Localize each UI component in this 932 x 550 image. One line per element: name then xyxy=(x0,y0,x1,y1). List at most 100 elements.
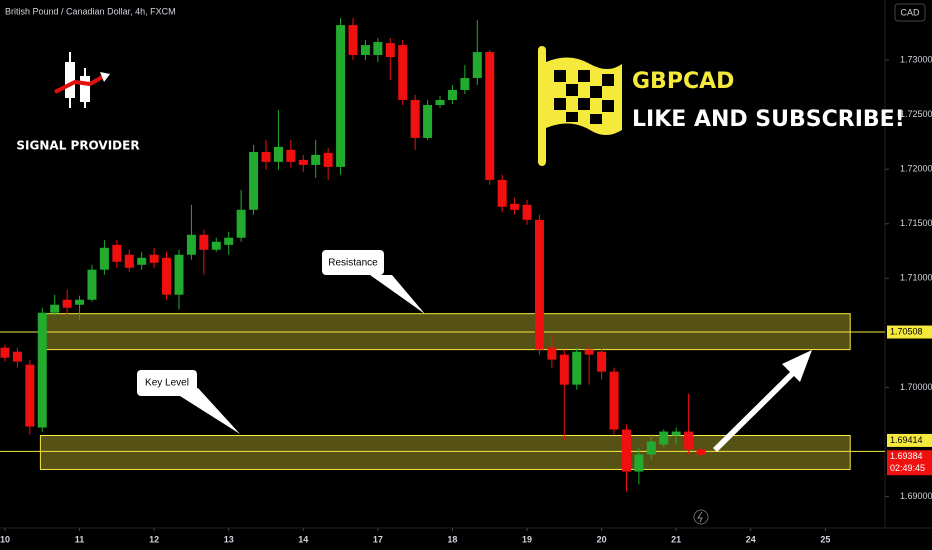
candle-body xyxy=(398,45,408,100)
callout-resistance xyxy=(322,250,425,314)
candle-body xyxy=(236,209,246,238)
candle-body xyxy=(249,151,259,210)
candle-body xyxy=(311,154,321,165)
subheadline: LIKE AND SUBSCRIBE! xyxy=(632,107,905,132)
y-tick-label: 1.73000 xyxy=(900,54,932,64)
candle-body xyxy=(186,234,196,255)
candle-body xyxy=(273,146,283,162)
candle-body xyxy=(572,351,582,385)
last-price-bg xyxy=(887,450,932,476)
candle-body xyxy=(447,89,457,100)
x-tick-label: 21 xyxy=(671,534,681,544)
candle-body xyxy=(435,99,445,105)
candle-body xyxy=(522,204,532,220)
candle-body xyxy=(597,351,607,372)
candle-body xyxy=(199,234,209,250)
plot-area xyxy=(0,18,885,492)
candle-body xyxy=(174,254,184,295)
y-tick-label: 1.71500 xyxy=(900,218,932,228)
candle-body xyxy=(87,269,97,300)
level-badge-bg xyxy=(887,433,932,447)
candle-body xyxy=(323,152,333,167)
candle-body xyxy=(25,364,35,427)
candle-body xyxy=(137,257,147,265)
x-tick-label: 10 xyxy=(0,534,10,544)
candle-body xyxy=(559,354,569,385)
x-tick-label: 20 xyxy=(597,534,607,544)
x-tick-label: 19 xyxy=(522,534,532,544)
candle-body xyxy=(671,431,681,436)
callout-label: Key Level xyxy=(145,378,189,389)
candle-body xyxy=(162,257,172,295)
candle-body xyxy=(534,219,544,350)
candle-body xyxy=(149,254,159,263)
candle-body xyxy=(621,429,631,472)
candle-body xyxy=(460,78,470,90)
candle-body xyxy=(50,304,60,313)
candle-body xyxy=(696,449,706,455)
x-tick-label: 17 xyxy=(373,534,383,544)
x-tick-label: 14 xyxy=(298,534,308,544)
callout-label: Resistance xyxy=(328,258,378,269)
candle-body xyxy=(348,25,358,56)
candle-body xyxy=(0,347,10,358)
candle-body xyxy=(385,43,395,58)
candle-body xyxy=(286,149,296,162)
y-tick-label: 1.69000 xyxy=(900,491,932,501)
x-tick-label: 18 xyxy=(447,534,457,544)
y-tick-label: 1.72500 xyxy=(900,109,932,119)
candle-body xyxy=(360,45,370,56)
chart-title: British Pound / Canadian Dollar, 4h, FXC… xyxy=(5,6,176,16)
candle-body xyxy=(510,203,520,210)
candle-body xyxy=(634,454,644,472)
candle-body xyxy=(75,299,85,305)
candle-body xyxy=(410,99,420,138)
candle-body xyxy=(211,241,221,250)
x-tick-label: 24 xyxy=(746,534,756,544)
x-tick-label: 11 xyxy=(75,534,85,544)
x-tick-label: 25 xyxy=(820,534,830,544)
candle-body xyxy=(373,42,383,56)
arrow xyxy=(713,350,812,452)
candle-body xyxy=(12,351,22,362)
level-badge: 1.70508 xyxy=(890,326,923,336)
headline: GBPCAD xyxy=(632,69,734,94)
logo xyxy=(54,52,110,108)
x-tick-label: 13 xyxy=(224,534,234,544)
currency: CAD xyxy=(900,7,920,17)
last-price: 1.69384 xyxy=(890,451,923,461)
currency-box[interactable] xyxy=(894,3,926,22)
candle-body xyxy=(336,25,346,167)
candle-body xyxy=(99,247,109,270)
candle-body xyxy=(646,441,656,455)
candle-body xyxy=(659,431,669,445)
countdown: 02:49:45 xyxy=(890,463,925,473)
callout-key-level xyxy=(137,370,240,434)
candle-body xyxy=(472,52,482,79)
candle-body xyxy=(112,244,122,262)
zone xyxy=(39,434,851,470)
candle-body xyxy=(298,159,308,165)
y-tick-label: 1.71000 xyxy=(900,273,932,283)
candle-body xyxy=(62,299,72,308)
candle-body xyxy=(37,312,47,428)
x-tick-label: 12 xyxy=(149,534,159,544)
candle-body xyxy=(584,349,594,355)
y-tick-label: 1.72000 xyxy=(900,164,932,174)
candle-body xyxy=(485,52,495,180)
candle-body xyxy=(224,237,234,245)
level-badge-bg xyxy=(887,325,932,339)
replay-icon[interactable] xyxy=(693,509,709,525)
brand: SIGNAL PROVIDER xyxy=(16,139,139,153)
flag-icon xyxy=(538,46,622,166)
candle-body xyxy=(423,105,433,138)
y-tick-label: 1.70000 xyxy=(900,382,932,392)
candle-body xyxy=(547,347,557,360)
candle-body xyxy=(609,371,619,430)
candle-body xyxy=(124,254,134,268)
level-badge: 1.69414 xyxy=(890,435,923,445)
candle-body xyxy=(684,431,694,450)
candle-body xyxy=(497,179,507,207)
